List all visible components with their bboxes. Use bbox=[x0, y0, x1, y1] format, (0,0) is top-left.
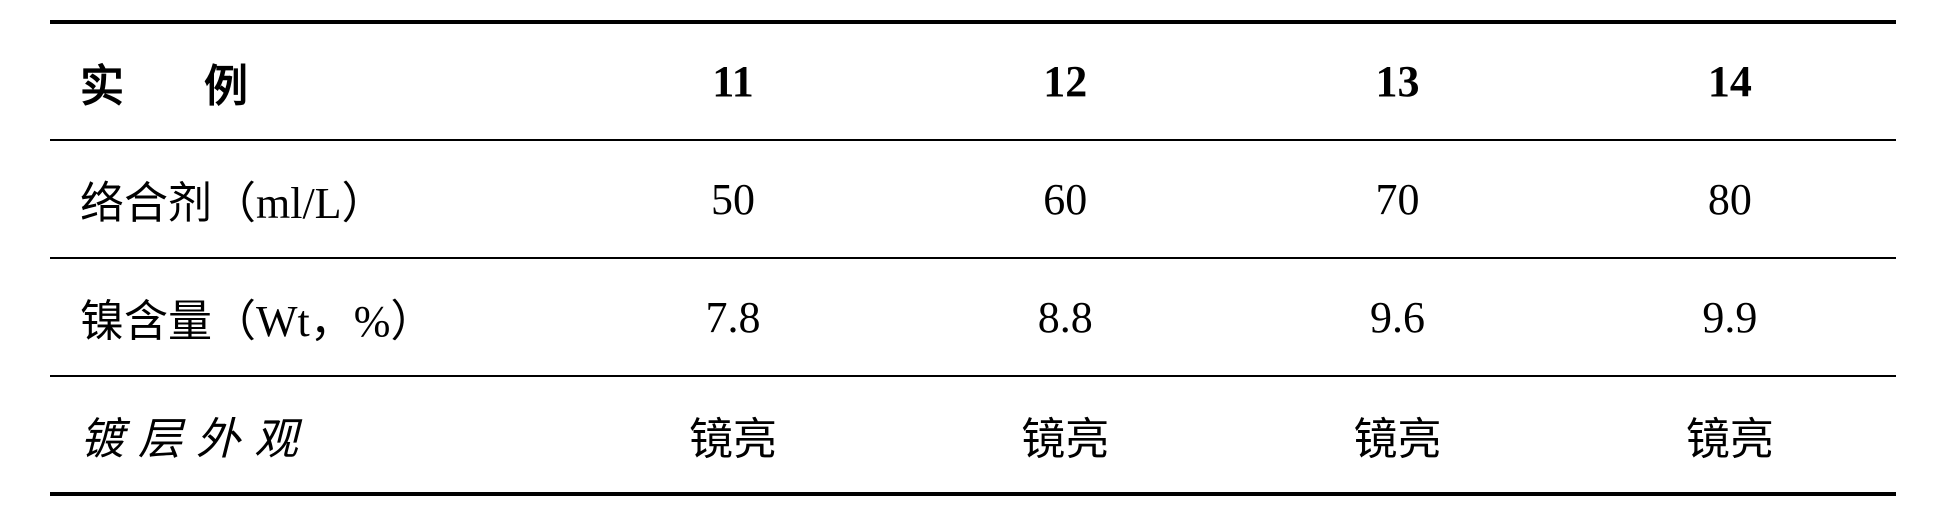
table-cell: 镜亮 bbox=[1231, 376, 1563, 494]
table-cell: 9.9 bbox=[1564, 258, 1896, 376]
table-cell: 80 bbox=[1564, 140, 1896, 258]
table-cell: 7.8 bbox=[567, 258, 899, 376]
table-cell: 60 bbox=[899, 140, 1231, 258]
table-cell: 镜亮 bbox=[567, 376, 899, 494]
table-cell: 9.6 bbox=[1231, 258, 1563, 376]
row-label-italic: 镀层外观 bbox=[50, 376, 567, 494]
table-cell: 镜亮 bbox=[1564, 376, 1896, 494]
header-cell: 14 bbox=[1564, 22, 1896, 140]
table-row: 镍含量（Wt，%） 7.8 8.8 9.6 9.9 bbox=[50, 258, 1896, 376]
header-cell: 12 bbox=[899, 22, 1231, 140]
row-label: 络合剂（ml/L） bbox=[50, 140, 567, 258]
row-label: 镍含量（Wt，%） bbox=[50, 258, 567, 376]
header-cell: 11 bbox=[567, 22, 899, 140]
data-table: 实 例 11 12 13 14 络合剂（ml/L） 50 60 70 80 镍含… bbox=[50, 20, 1896, 496]
table-row: 络合剂（ml/L） 50 60 70 80 bbox=[50, 140, 1896, 258]
table-cell: 70 bbox=[1231, 140, 1563, 258]
header-label: 实 例 bbox=[50, 22, 567, 140]
table-cell: 镜亮 bbox=[899, 376, 1231, 494]
page: 实 例 11 12 13 14 络合剂（ml/L） 50 60 70 80 镍含… bbox=[0, 0, 1946, 530]
table-cell: 50 bbox=[567, 140, 899, 258]
header-cell: 13 bbox=[1231, 22, 1563, 140]
table-header-row: 实 例 11 12 13 14 bbox=[50, 22, 1896, 140]
table-row: 镀层外观 镜亮 镜亮 镜亮 镜亮 bbox=[50, 376, 1896, 494]
table-cell: 8.8 bbox=[899, 258, 1231, 376]
